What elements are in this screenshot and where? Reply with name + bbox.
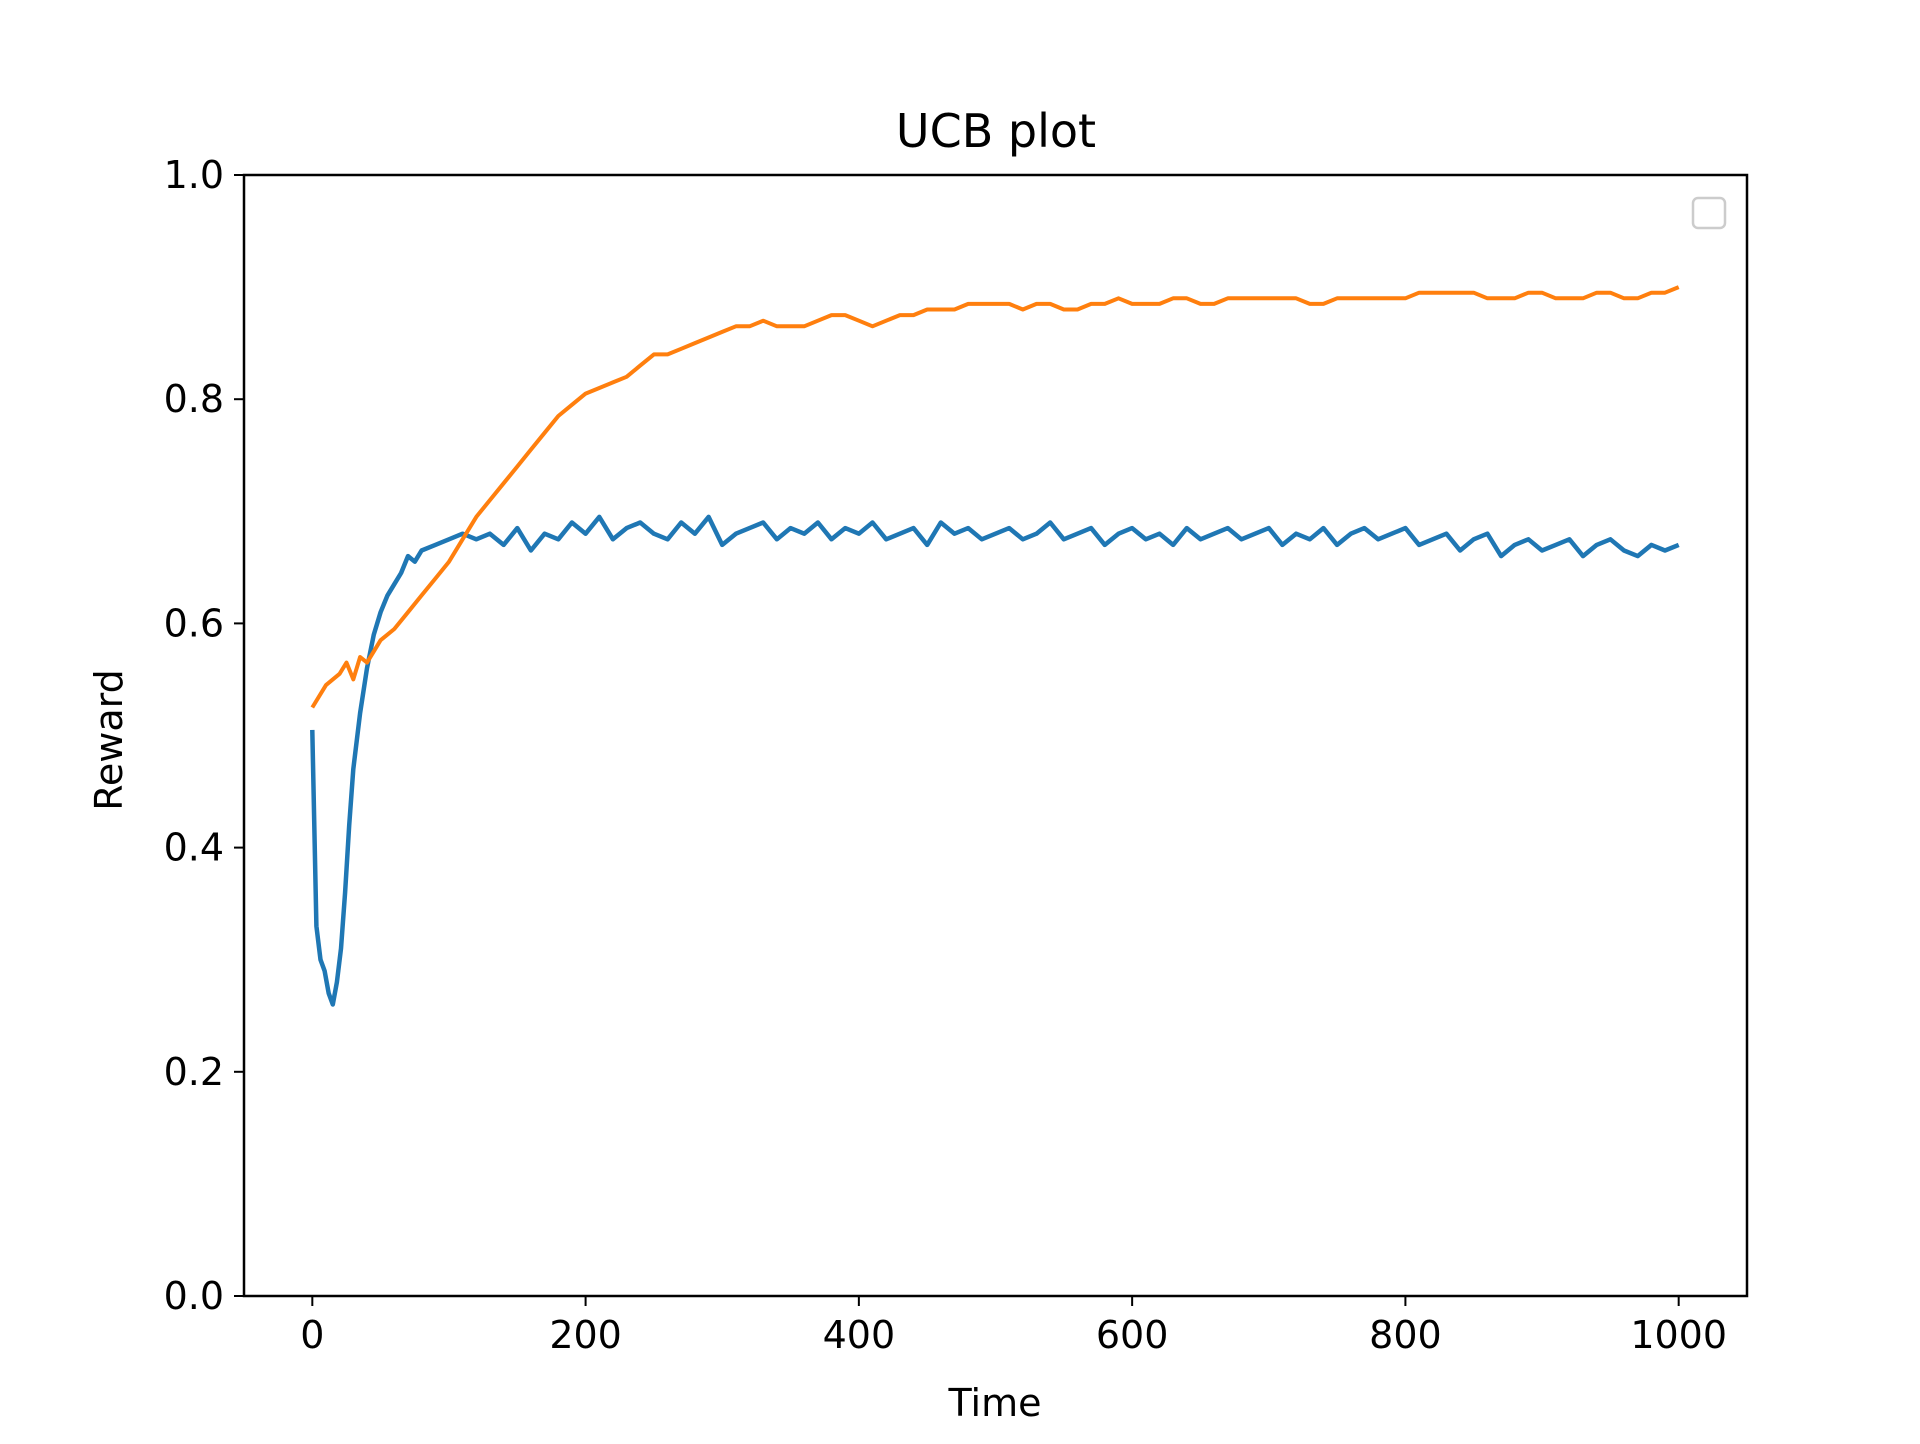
- y-tick-label: 1.0: [164, 153, 224, 197]
- x-tick-label: 1000: [1630, 1313, 1727, 1357]
- x-axis-ticks: 0 200 400 600 800 1000: [300, 1296, 1727, 1357]
- x-tick-label: 200: [549, 1313, 622, 1357]
- x-tick-label: 0: [300, 1313, 324, 1357]
- x-tick-label: 400: [823, 1313, 896, 1357]
- y-tick-label: 0.2: [164, 1050, 224, 1094]
- y-axis-label: Reward: [87, 669, 131, 811]
- plot-frame: [242, 173, 1749, 1298]
- series-line-2: [310, 285, 1680, 709]
- y-tick-label: 0.0: [164, 1274, 224, 1318]
- series-line-1: [310, 514, 1680, 1007]
- chart-title: UCB plot: [896, 104, 1096, 158]
- series-layer: [310, 285, 1680, 1007]
- legend-box: [1691, 196, 1727, 230]
- x-tick-label: 600: [1096, 1313, 1169, 1357]
- y-tick-label: 0.6: [164, 601, 224, 645]
- y-axis-ticks: 0.0 0.2 0.4 0.6 0.8 1.0: [164, 153, 244, 1318]
- x-axis-label: Time: [948, 1381, 1042, 1425]
- y-tick-label: 0.4: [164, 826, 224, 870]
- x-tick-label: 800: [1369, 1313, 1442, 1357]
- y-tick-label: 0.8: [164, 377, 224, 421]
